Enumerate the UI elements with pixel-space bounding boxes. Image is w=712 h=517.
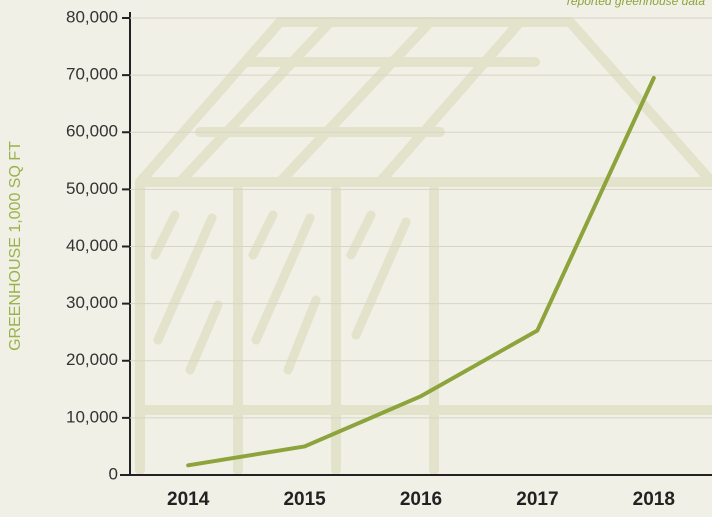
x-tick-label: 2017	[516, 489, 558, 510]
y-tick-label: 80,000	[66, 7, 118, 26]
y-axis-label: GREENHOUSE 1,000 SQ FT	[7, 141, 24, 351]
y-tick-label: 20,000	[66, 350, 118, 369]
x-tick-label: 2018	[633, 489, 675, 510]
y-tick-label: 40,000	[66, 236, 118, 255]
y-tick-label: 0	[109, 464, 118, 483]
y-tick-label: 10,000	[66, 407, 118, 426]
y-tick-label: 60,000	[66, 122, 118, 141]
x-tick-label: 2016	[400, 489, 442, 510]
y-tick-label: 70,000	[66, 65, 118, 84]
x-tick-label: 2015	[283, 489, 326, 510]
y-tick-label: 30,000	[66, 293, 118, 312]
annotation: reported greenhouse data	[567, 0, 705, 8]
page: {"chart_data": {"type": "line", "annotat…	[0, 0, 712, 517]
y-tick-label: 50,000	[66, 179, 118, 198]
chart: reported greenhouse data GREENHOUSE 1,00…	[0, 0, 712, 517]
x-tick-label: 2014	[167, 489, 210, 510]
